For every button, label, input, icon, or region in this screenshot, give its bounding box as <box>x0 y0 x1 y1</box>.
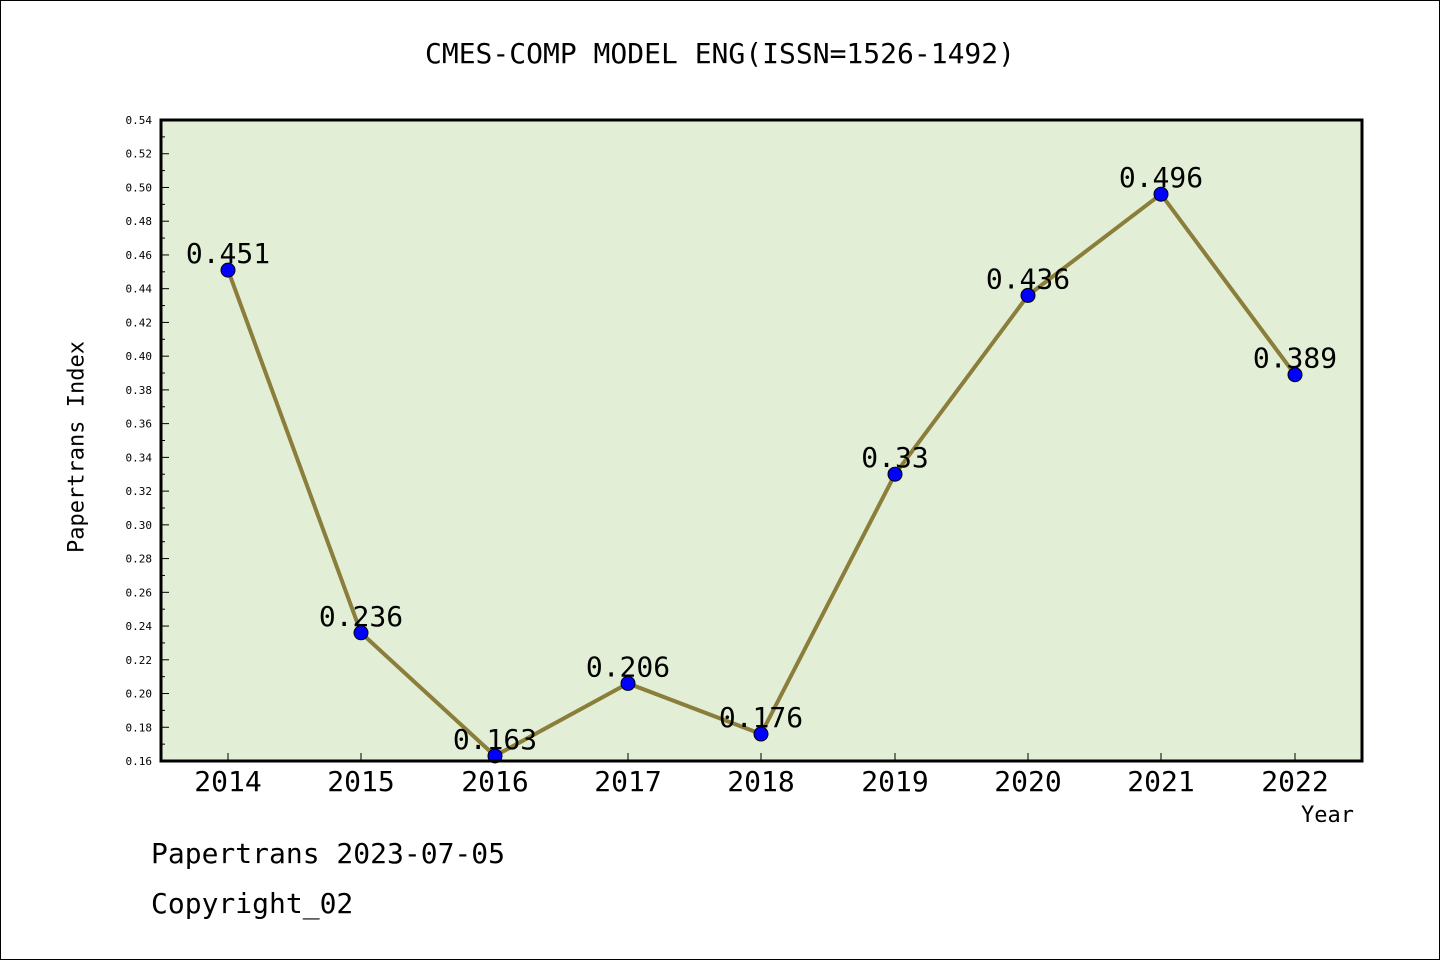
x-axis-label: Year <box>1301 803 1354 828</box>
y-tick-label: 0.48 <box>126 215 153 228</box>
y-tick-label: 0.38 <box>126 384 153 397</box>
y-tick-label: 0.16 <box>126 755 153 768</box>
footer-copyright: Copyright_02 <box>151 887 354 920</box>
y-tick-label: 0.40 <box>126 350 153 363</box>
data-label: 0.496 <box>1119 161 1203 194</box>
data-label: 0.236 <box>319 600 403 633</box>
y-tick-label: 0.50 <box>126 181 153 194</box>
x-tick-label: 2020 <box>994 765 1061 798</box>
x-tick-label: 2015 <box>327 765 394 798</box>
x-tick-label: 2017 <box>594 765 661 798</box>
data-label: 0.33 <box>861 441 928 474</box>
data-point <box>1153 186 1169 202</box>
data-label: 0.436 <box>986 262 1070 295</box>
y-tick-label: 0.34 <box>126 451 153 464</box>
y-tick-label: 0.22 <box>126 654 153 667</box>
x-tick-label: 2021 <box>1127 765 1194 798</box>
data-label: 0.451 <box>186 237 270 270</box>
y-tick-label: 0.52 <box>126 148 153 161</box>
data-point <box>753 726 769 742</box>
y-tick-label: 0.44 <box>126 283 153 296</box>
y-tick-label: 0.20 <box>126 688 153 701</box>
footer-date: Papertrans 2023-07-05 <box>151 837 506 870</box>
data-point <box>1287 367 1303 383</box>
data-point <box>887 466 903 482</box>
data-point <box>1020 287 1036 303</box>
y-tick-label: 0.28 <box>126 553 153 566</box>
data-label: 0.163 <box>453 723 537 756</box>
data-label: 0.176 <box>719 701 803 734</box>
x-tick-label: 2018 <box>727 765 794 798</box>
x-tick-label: 2016 <box>461 765 528 798</box>
data-point <box>353 625 369 641</box>
data-label: 0.206 <box>586 650 670 683</box>
y-tick-label: 0.32 <box>126 485 153 498</box>
x-tick-label: 2019 <box>861 765 928 798</box>
data-label: 0.389 <box>1253 342 1337 375</box>
data-point <box>620 675 636 691</box>
plot-frame <box>159 118 1364 763</box>
y-tick-label: 0.36 <box>126 418 153 431</box>
y-tick-label: 0.42 <box>126 316 153 329</box>
x-tick-label: 2022 <box>1261 765 1328 798</box>
data-point <box>220 262 236 278</box>
y-tick-label: 0.24 <box>126 620 153 633</box>
y-tick-label: 0.18 <box>126 721 153 734</box>
y-tick-label: 0.46 <box>126 249 153 262</box>
chart-title: CMES-COMP MODEL ENG(ISSN=1526-1492) <box>424 37 1015 70</box>
x-tick-label: 2014 <box>194 765 261 798</box>
y-tick-label: 0.54 <box>126 114 153 127</box>
plot-area <box>161 120 1362 761</box>
data-point <box>487 748 503 764</box>
y-tick-label: 0.26 <box>126 586 153 599</box>
y-tick-label: 0.30 <box>126 519 153 532</box>
